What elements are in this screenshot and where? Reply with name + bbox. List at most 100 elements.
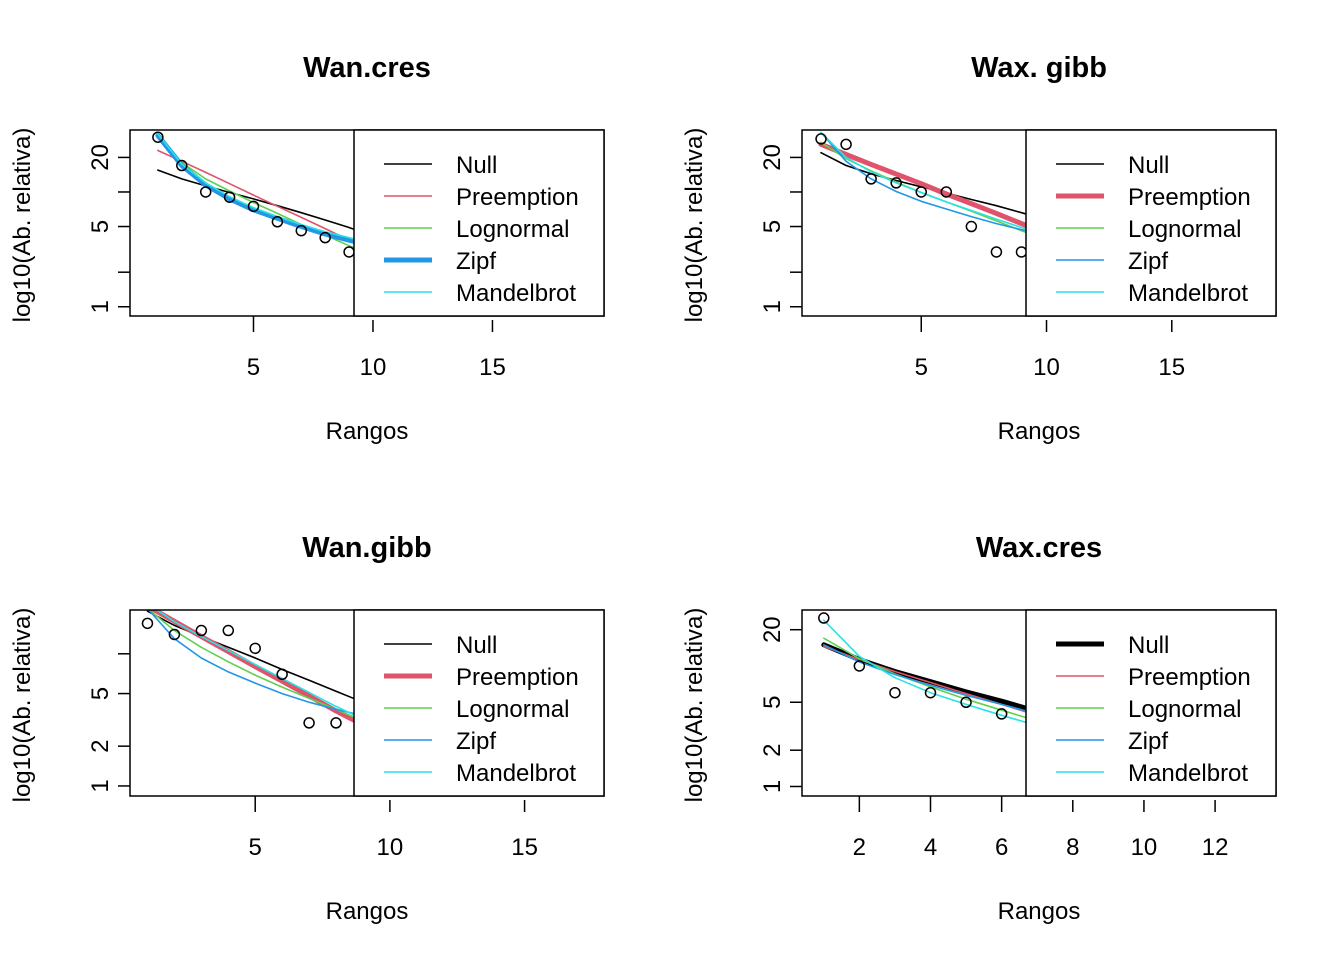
x-axis-label: Rangos <box>326 898 409 925</box>
data-point <box>965 220 978 233</box>
data-point <box>195 624 208 637</box>
y-tick-label: 20 <box>87 144 114 171</box>
legend-label-null: Null <box>1128 632 1169 659</box>
data-point <box>890 177 902 189</box>
data-point <box>915 186 927 198</box>
legend-label-mandelbrot: Mandelbrot <box>456 280 576 307</box>
data-point <box>990 246 1003 258</box>
data-point <box>343 246 354 258</box>
x-tick-label: 10 <box>1033 354 1060 381</box>
data-point <box>924 686 937 699</box>
data-point <box>303 717 315 729</box>
x-tick-label: 10 <box>1131 834 1158 861</box>
data-point <box>818 612 830 624</box>
y-tick-label: 5 <box>759 220 786 233</box>
chart-title: Wan.cres <box>303 52 431 84</box>
series-line-mandelbrot <box>157 133 354 240</box>
y-tick-label: 2 <box>87 739 114 752</box>
x-tick-label: 15 <box>479 354 506 381</box>
y-tick-label: 1 <box>759 780 786 793</box>
legend-label-zipf: Zipf <box>456 248 496 275</box>
x-tick-label: 2 <box>853 834 866 861</box>
legend: Null Preemption Lognormal Zipf Mandelbrot <box>353 609 605 797</box>
x-axis-label: Rangos <box>998 418 1081 445</box>
y-tick-label: 20 <box>759 144 786 171</box>
data-point <box>815 133 827 145</box>
x-tick-label: 5 <box>249 834 262 861</box>
series-line-null <box>821 642 1026 711</box>
legend-label-zipf: Zipf <box>1128 248 1168 275</box>
x-tick-label: 10 <box>360 354 387 381</box>
x-tick-label: 15 <box>1158 354 1185 381</box>
data-point <box>168 628 181 641</box>
x-axis-label: Rangos <box>998 898 1081 925</box>
series-line-lognormal <box>157 136 354 249</box>
legend-box <box>1025 609 1277 797</box>
legend-label-mandelbrot: Mandelbrot <box>1128 760 1248 787</box>
legend-label-lognormal: Lognormal <box>1128 216 1241 243</box>
y-tick-label: 5 <box>87 220 114 233</box>
data-point <box>295 224 308 237</box>
data-point <box>960 696 972 709</box>
data-point <box>271 216 284 228</box>
y-tick-label: 1 <box>87 779 114 792</box>
legend-label-preemption: Preemption <box>1128 664 1251 691</box>
x-tick-label: 4 <box>924 834 937 861</box>
legend: Null Preemption Lognormal Zipf Mandelbrot <box>353 129 605 317</box>
chart-title: Wan.gibb <box>302 532 431 564</box>
series-line-zipf <box>822 643 1026 712</box>
data-point <box>840 138 852 151</box>
legend-label-zipf: Zipf <box>1128 728 1168 755</box>
legend-label-preemption: Preemption <box>456 184 579 211</box>
legend-box <box>353 609 605 797</box>
series-line-null <box>157 169 354 231</box>
y-axis-label: log10(Ab. relativa) <box>9 128 36 323</box>
data-point <box>330 717 342 729</box>
data-point <box>853 660 866 672</box>
data-point <box>940 186 953 198</box>
x-tick-label: 12 <box>1202 834 1229 861</box>
legend-label-lognormal: Lognormal <box>456 216 569 243</box>
legend-box <box>1025 129 1277 317</box>
x-tick-label: 10 <box>377 834 404 861</box>
series-line-mandelbrot <box>822 619 1026 724</box>
legend-label-preemption: Preemption <box>1128 184 1251 211</box>
y-tick-label: 1 <box>759 300 786 313</box>
data-point <box>995 708 1008 720</box>
legend-label-mandelbrot: Mandelbrot <box>1128 280 1248 307</box>
series-line-lognormal <box>148 610 354 718</box>
panel-wan-gibb: Wan.gibb log10(Ab. relativa) Rangos 1 2 5 5 10 1… <box>9 532 605 925</box>
data-point <box>319 231 331 244</box>
y-tick-label: 2 <box>759 744 786 757</box>
series-line-zipf <box>147 610 354 715</box>
y-tick-label: 5 <box>759 696 786 709</box>
legend-label-zipf: Zipf <box>456 728 496 755</box>
y-tick-label: 1 <box>87 300 114 313</box>
y-axis-label: log10(Ab. relativa) <box>681 128 708 323</box>
legend-label-preemption: Preemption <box>456 664 579 691</box>
legend-label-lognormal: Lognormal <box>1128 696 1241 723</box>
data-point <box>199 186 212 198</box>
y-tick-label: 20 <box>759 616 786 643</box>
series-line-preemption <box>818 141 1026 229</box>
data-point <box>176 159 188 172</box>
data-point <box>1015 246 1026 258</box>
data-point <box>152 131 164 143</box>
series-line-zipf <box>820 131 1026 232</box>
plot-area <box>818 612 1026 724</box>
data-point <box>223 191 236 203</box>
legend-label-mandelbrot: Mandelbrot <box>456 760 576 787</box>
series-line-lognormal <box>822 637 1026 719</box>
data-point <box>247 200 260 213</box>
legend: Null Preemption Lognormal Zipf Mandelbrot <box>1025 129 1277 317</box>
data-point <box>276 668 288 681</box>
legend: Null Preemption Lognormal Zipf Mandelbrot <box>1025 609 1277 797</box>
data-point <box>865 173 877 185</box>
data-point <box>889 686 901 699</box>
x-tick-label: 5 <box>247 354 260 381</box>
x-tick-label: 6 <box>995 834 1008 861</box>
